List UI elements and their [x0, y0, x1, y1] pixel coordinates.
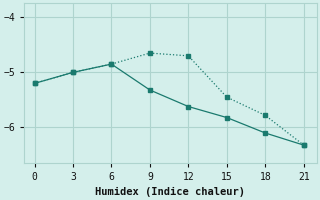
X-axis label: Humidex (Indice chaleur): Humidex (Indice chaleur) — [95, 186, 245, 197]
